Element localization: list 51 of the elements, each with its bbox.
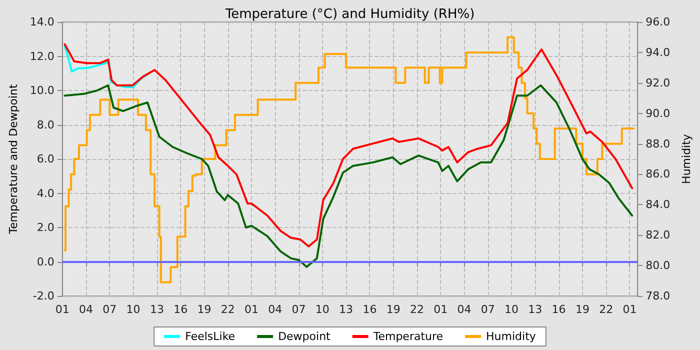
x-tick-label: 07 (480, 303, 495, 316)
legend-label: Dewpoint (278, 330, 332, 343)
x-tick-label: 01 (55, 303, 70, 316)
y2-axis-title: Humidity (680, 134, 693, 184)
y-tick-label: 12.0 (30, 50, 54, 63)
x-tick-label: 16 (552, 303, 566, 316)
x-tick-label: 19 (386, 303, 400, 316)
x-tick-label: 10 (504, 303, 519, 316)
x-tick-label: 16 (174, 303, 188, 316)
legend-label: Humidity (486, 330, 536, 343)
y2-tick-label: 78.0 (646, 290, 670, 302)
chart-title: Temperature (°C) and Humidity (RH%) (224, 7, 475, 22)
x-tick-label: 01 (622, 303, 637, 316)
x-tick-label: 04 (457, 303, 472, 316)
x-tick-label: 10 (126, 303, 140, 316)
y-axis-title: Temperature and Dewpoint (7, 83, 20, 235)
y-tick-label: 2.0 (36, 221, 54, 234)
x-tick-label: 22 (410, 303, 424, 316)
y-tick-label: 4.0 (36, 186, 54, 200)
x-tick-label: 22 (599, 303, 614, 316)
y2-tick-label: 90.0 (646, 106, 670, 120)
x-tick-label: 07 (292, 303, 306, 316)
x-tick-label: 07 (102, 303, 117, 316)
x-tick-label: 19 (575, 303, 590, 316)
y-tick-label: 6.0 (36, 152, 54, 166)
y2-tick-label: 86.0 (646, 168, 670, 181)
x-tick-label: 04 (268, 303, 282, 316)
x-tick-label: 13 (150, 303, 164, 316)
y2-tick-label: 92.0 (646, 76, 670, 90)
y2-tick-label: 82.0 (646, 228, 670, 242)
x-tick-label: 01 (434, 303, 448, 316)
y-tick-label: -2.0 (32, 290, 54, 302)
x-tick-label: 22 (220, 303, 235, 316)
y-tick-label: 8.0 (36, 118, 54, 132)
x-tick-label: 04 (79, 303, 94, 316)
x-tick-label: 19 (197, 303, 212, 316)
y2-tick-label: 84.0 (646, 198, 670, 212)
y2-tick-label: 96.0 (646, 16, 670, 28)
y-tick-label: 10.0 (30, 84, 54, 97)
y-tick-label: 14.0 (30, 16, 54, 28)
legend-label: Temperature (372, 330, 444, 343)
legend-label: FeelsLike (185, 330, 236, 343)
x-tick-label: 10 (315, 303, 330, 316)
x-tick-label: 01 (244, 303, 259, 316)
y2-tick-label: 94.0 (646, 46, 670, 59)
x-tick-label: 13 (339, 303, 354, 316)
x-tick-label: 16 (362, 303, 377, 316)
x-tick-label: 13 (528, 303, 542, 316)
y2-tick-label: 80.0 (646, 259, 670, 272)
y-tick-label: 0.0 (36, 255, 54, 268)
y2-tick-label: 88.0 (646, 137, 670, 150)
